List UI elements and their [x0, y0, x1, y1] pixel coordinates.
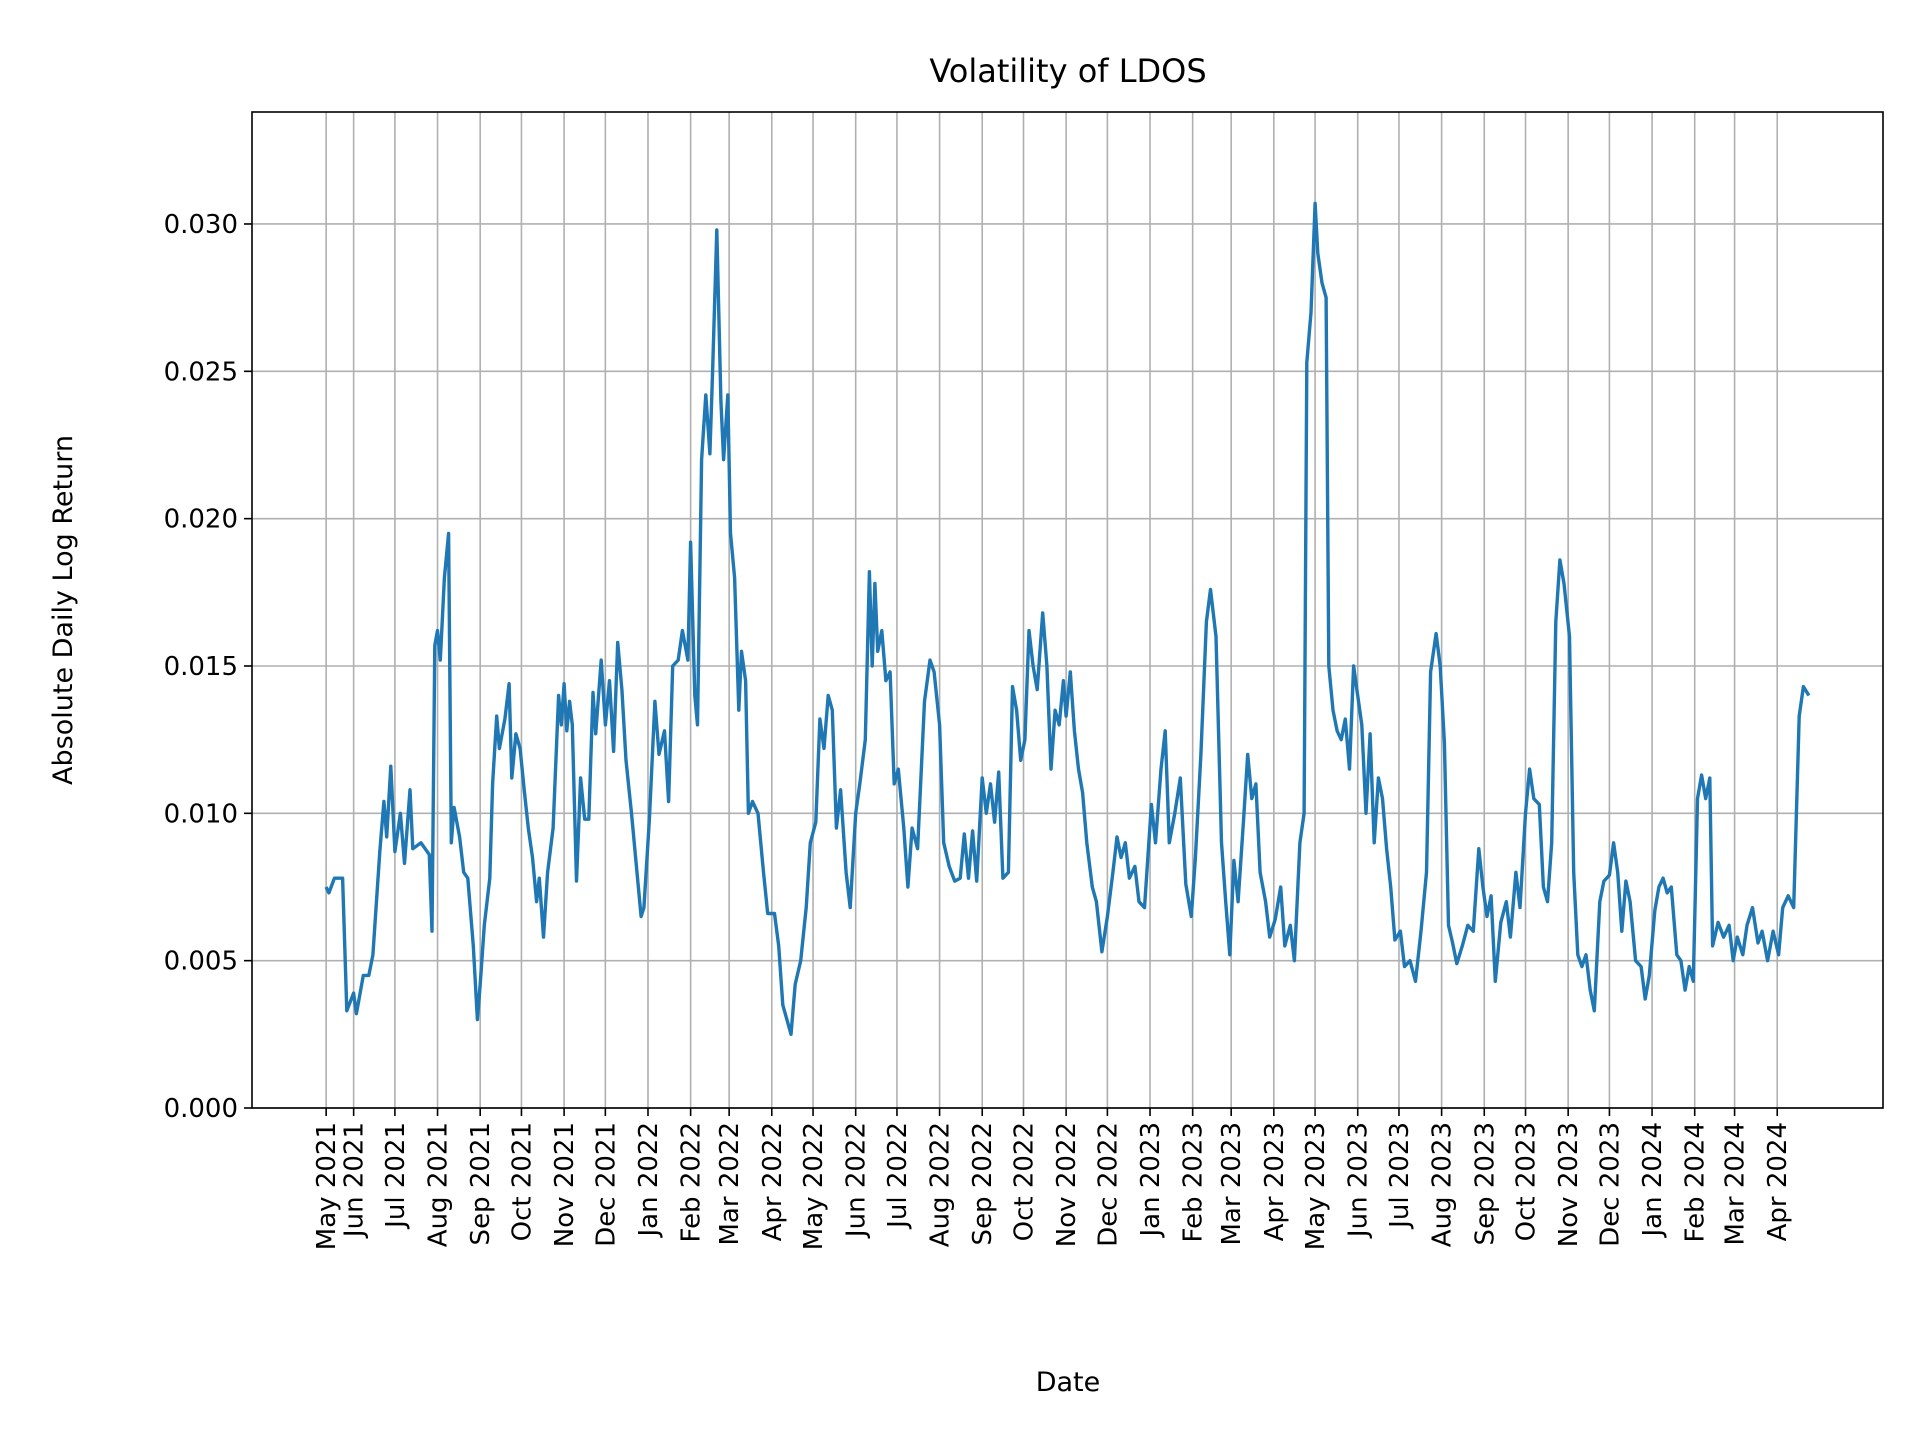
x-tick-label: Apr 2023	[1260, 1122, 1290, 1241]
x-tick-label: May 2021	[312, 1122, 342, 1250]
x-tick-label: Dec 2021	[591, 1122, 621, 1247]
x-tick-label: Oct 2022	[1009, 1122, 1039, 1241]
x-tick-label: Aug 2022	[926, 1122, 956, 1247]
x-tick-label: Dec 2023	[1595, 1122, 1625, 1247]
x-tick-label: May 2023	[1301, 1122, 1331, 1250]
x-tick-label: Oct 2023	[1512, 1122, 1542, 1241]
series-line	[324, 201, 1811, 1036]
x-tick-label: Nov 2023	[1554, 1122, 1584, 1247]
x-tick-label: Dec 2022	[1093, 1122, 1123, 1247]
x-tick-label: Oct 2021	[507, 1122, 537, 1241]
y-tick-label: 0.025	[164, 357, 238, 387]
x-tick-label: Jul 2022	[883, 1122, 913, 1230]
x-tick-label: Jun 2022	[842, 1122, 872, 1239]
x-tick-label: Jan 2024	[1638, 1122, 1668, 1239]
y-tick-label: 0.030	[164, 210, 238, 240]
x-tick-label: Feb 2022	[677, 1122, 707, 1242]
x-tick-label: Apr 2022	[758, 1122, 788, 1241]
x-tick-label: Nov 2022	[1052, 1122, 1082, 1247]
x-tick-label: Feb 2024	[1681, 1122, 1711, 1242]
y-tick-label: 0.000	[164, 1094, 238, 1124]
grid	[252, 112, 1883, 1109]
y-tick-label: 0.005	[164, 947, 238, 977]
x-tick-label: Nov 2021	[550, 1122, 580, 1247]
x-tick-label: Apr 2024	[1763, 1122, 1793, 1241]
x-tick-label: Jul 2023	[1385, 1122, 1415, 1230]
x-tick-label: Sep 2023	[1470, 1122, 1500, 1245]
x-tick-label: Jun 2023	[1344, 1122, 1374, 1239]
x-tick-label: Aug 2021	[424, 1122, 454, 1247]
y-axis-label: Absolute Daily Log Return	[48, 435, 79, 785]
y-tick-label: 0.010	[164, 799, 238, 829]
x-tick-label: Aug 2023	[1428, 1122, 1458, 1247]
plot-frame	[251, 111, 1884, 1109]
x-tick-label: May 2022	[799, 1122, 829, 1250]
x-tick-label: Jan 2022	[634, 1122, 664, 1239]
x-tick-label: Sep 2021	[466, 1122, 496, 1245]
x-tick-label: Mar 2024	[1721, 1122, 1751, 1246]
x-tick-label: Mar 2023	[1217, 1122, 1247, 1246]
x-tick-label: Feb 2023	[1179, 1122, 1209, 1242]
x-tick-label: Mar 2022	[715, 1122, 745, 1246]
x-tick-label: Jun 2021	[340, 1122, 370, 1239]
x-tick-label: Sep 2022	[968, 1122, 998, 1245]
x-tick-label: Jan 2023	[1136, 1122, 1166, 1239]
y-tick-label: 0.020	[164, 505, 238, 535]
x-tick-label: Jul 2021	[381, 1122, 411, 1230]
x-axis-label: Date	[1036, 1367, 1101, 1398]
y-axis: 0.000 0.005 0.010 0.015 0.020 0.025 0.030	[164, 210, 252, 1124]
y-tick-label: 0.015	[164, 652, 238, 682]
chart-title: Volatility of LDOS	[929, 52, 1206, 90]
